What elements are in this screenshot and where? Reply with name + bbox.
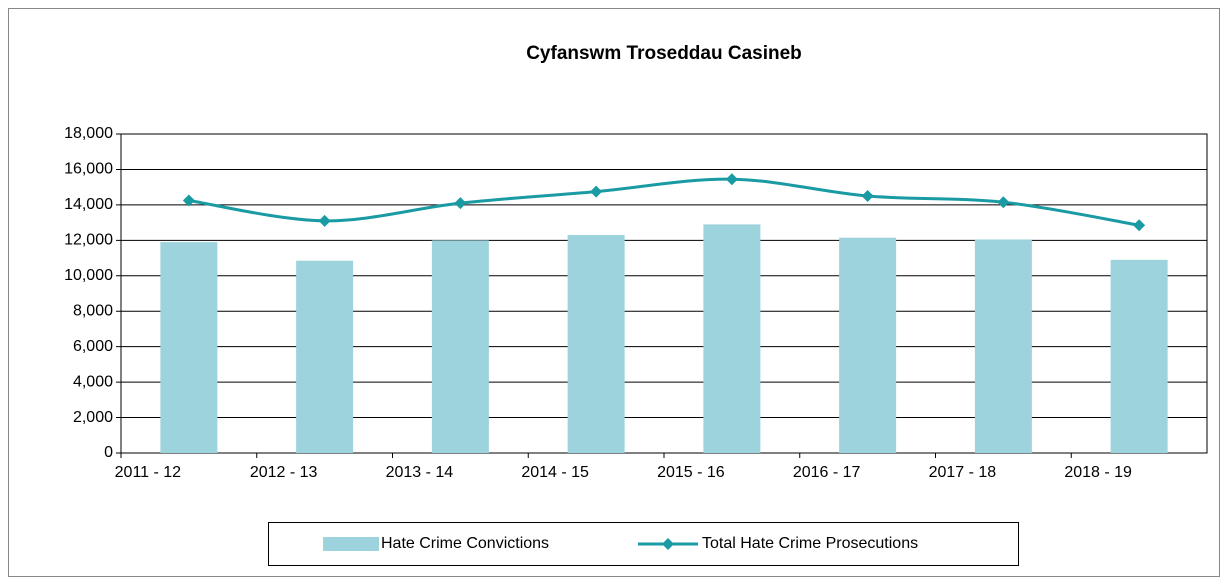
y-tick-label: 10,000 <box>64 267 113 284</box>
legend-label: Total Hate Crime Prosecutions <box>702 535 918 552</box>
x-tick-label: 2015 - 16 <box>657 464 725 481</box>
bar <box>974 239 1032 453</box>
x-tick-label: 2013 - 14 <box>386 464 454 481</box>
bar <box>567 235 625 453</box>
x-tick-label: 2011 - 12 <box>115 464 182 481</box>
marker <box>997 196 1010 209</box>
bar <box>296 260 354 453</box>
y-tick-label: 0 <box>104 444 113 461</box>
x-tick-label: 2012 - 13 <box>250 464 318 481</box>
marker <box>590 185 603 198</box>
bar <box>1110 259 1168 453</box>
x-tick-label: 2017 - 18 <box>929 464 997 481</box>
line <box>188 177 1140 227</box>
x-tick-label: 2014 - 15 <box>521 464 589 481</box>
y-tick-label: 6,000 <box>73 338 113 355</box>
marker <box>1133 219 1146 232</box>
marker <box>725 173 738 186</box>
y-tick-label: 18,000 <box>64 125 113 142</box>
legend-swatch <box>323 537 379 551</box>
y-tick-label: 4,000 <box>73 373 113 390</box>
y-tick-label: 14,000 <box>64 196 113 213</box>
marker <box>182 194 195 207</box>
marker <box>318 214 331 227</box>
y-tick-label: 12,000 <box>64 232 113 249</box>
y-tick-label: 8,000 <box>73 302 113 319</box>
chart-title: Cyfanswm Troseddau Casineb <box>526 43 802 64</box>
bar <box>431 240 489 453</box>
x-tick-label: 2018 - 19 <box>1064 464 1132 481</box>
bar <box>160 242 218 453</box>
marker <box>861 190 874 203</box>
y-tick-label: 16,000 <box>64 161 113 178</box>
bar <box>703 224 761 453</box>
y-tick-label: 2,000 <box>73 409 113 426</box>
legend-label: Hate Crime Convictions <box>381 535 549 552</box>
legend-marker <box>662 538 674 550</box>
bar <box>839 237 897 453</box>
marker <box>454 197 467 210</box>
x-tick-label: 2016 - 17 <box>793 464 861 481</box>
